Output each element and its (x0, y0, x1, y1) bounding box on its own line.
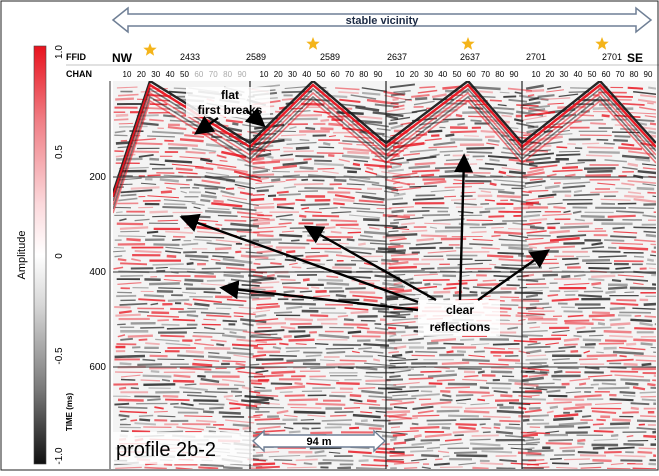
header-strip: FFID CHAN NW SE 2433 2589 2589 2637 2637 2701… (66, 37, 659, 79)
chan-tick: 40 (574, 70, 583, 79)
chan-tick: 50 (180, 70, 189, 79)
time-axis: 200 400 600 TIME (ms) (65, 81, 110, 469)
chan-tick: 90 (238, 70, 247, 79)
chan-tick: 90 (644, 70, 653, 79)
chan-tick: 40 (438, 70, 447, 79)
chan-tick: 60 (331, 70, 340, 79)
shot-star-icon (306, 37, 319, 50)
ffid-value: 2701 (602, 52, 622, 62)
chan-tick: 40 (166, 70, 175, 79)
chan-tick: 70 (209, 70, 218, 79)
clear-label: clear (446, 303, 474, 317)
colorbar-bar (34, 46, 46, 464)
ffid-label: FFID (66, 52, 86, 62)
chan-tick: 90 (374, 70, 383, 79)
chan-tick: 20 (137, 70, 146, 79)
chan-tick: 90 (510, 70, 519, 79)
chan-tick: 50 (588, 70, 597, 79)
chan-tick: 30 (424, 70, 433, 79)
chan-tick: 60 (194, 70, 203, 79)
chan-tick: 80 (630, 70, 639, 79)
time-axis-title: TIME (ms) (65, 393, 74, 432)
chan-tick: 10 (396, 70, 405, 79)
ffid-value: 2637 (387, 52, 407, 62)
chan-tick: 80 (223, 70, 232, 79)
ffid-value: 2701 (526, 52, 546, 62)
ffid-value: 2637 (460, 52, 480, 62)
chan-tick: 80 (495, 70, 504, 79)
amplitude-colorbar: 1.0 0.5 0 -0.5 -1.0 Amplitude (16, 45, 65, 465)
ffid-value: 2589 (320, 52, 340, 62)
chan-tick: 10 (532, 70, 541, 79)
chan-tick: 60 (467, 70, 476, 79)
colorbar-tick-2: 0.5 (54, 145, 65, 159)
colorbar-tick-3: 0 (54, 253, 65, 259)
chan-tick: 10 (260, 70, 269, 79)
chan-tick: 20 (546, 70, 555, 79)
colorbar-tick-4: -0.5 (54, 347, 65, 365)
ffid-value: 2433 (180, 52, 200, 62)
reflections-label: reflections (430, 320, 491, 334)
direction-se: SE (627, 51, 643, 65)
colorbar-tick-5: -1.0 (54, 447, 65, 465)
chan-tick: 30 (560, 70, 569, 79)
colorbar-title: Amplitude (16, 231, 28, 280)
banner-label: stable vicinity (346, 15, 420, 27)
chan-ticks-row: 10 20 30 40 50 60 70 80 90 10 20 30 40 50 60 70 80 90 10 20… (123, 70, 653, 79)
shot-star-icon (461, 37, 474, 50)
colorbar-tick-1: 1.0 (54, 45, 65, 59)
chan-tick: 20 (274, 70, 283, 79)
scale-bar-label: 94 m (306, 436, 331, 448)
chan-label: CHAN (66, 69, 92, 79)
time-tick-600: 600 (89, 362, 106, 373)
flat-label: flat (221, 88, 239, 102)
chan-tick: 50 (317, 70, 326, 79)
shot-star-icon (595, 37, 608, 50)
stable-vicinity-banner: stable vicinity (113, 8, 651, 32)
chan-tick: 50 (453, 70, 462, 79)
chan-tick: 10 (123, 70, 132, 79)
chan-tick: 30 (288, 70, 297, 79)
time-tick-400: 400 (89, 267, 106, 278)
ffid-value: 2589 (246, 52, 266, 62)
chan-tick: 70 (616, 70, 625, 79)
chan-tick: 80 (359, 70, 368, 79)
time-tick-200: 200 (89, 172, 106, 183)
chan-tick: 40 (302, 70, 311, 79)
profile-label: profile 2b-2 (116, 439, 216, 461)
ffid-values-row: 2433 2589 2589 2637 2637 2701 2701 (180, 52, 622, 62)
chan-tick: 60 (602, 70, 611, 79)
seismic-gathers (113, 81, 659, 470)
chan-tick: 70 (345, 70, 354, 79)
chan-tick: 70 (481, 70, 490, 79)
direction-nw: NW (112, 51, 133, 65)
chan-tick: 20 (410, 70, 419, 79)
chan-tick: 30 (151, 70, 160, 79)
shot-star-icon (143, 43, 156, 56)
